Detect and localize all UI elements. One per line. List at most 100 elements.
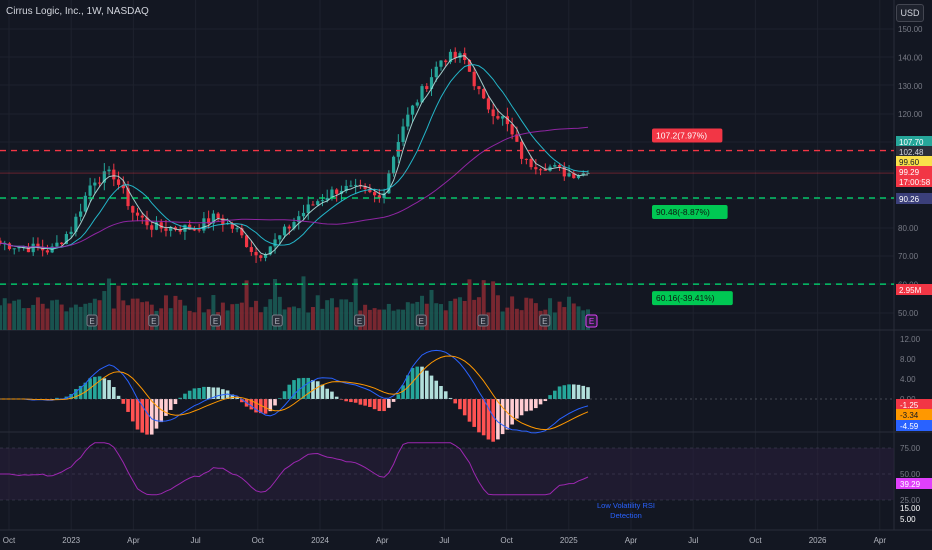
candle-body[interactable] bbox=[207, 218, 211, 224]
candle-body[interactable] bbox=[501, 116, 505, 119]
candle-body[interactable] bbox=[581, 173, 585, 176]
candle-body[interactable] bbox=[93, 182, 97, 186]
candle-body[interactable] bbox=[121, 184, 125, 189]
candle-body[interactable] bbox=[344, 185, 348, 191]
candle-body[interactable] bbox=[140, 215, 144, 218]
earnings-marker-upcoming[interactable]: E bbox=[585, 314, 598, 328]
price-label[interactable]: 2.95M bbox=[896, 284, 932, 295]
earnings-marker[interactable]: E bbox=[477, 314, 489, 327]
candle-body[interactable] bbox=[330, 189, 334, 198]
candle-body[interactable] bbox=[486, 98, 491, 110]
candle-body[interactable] bbox=[64, 234, 68, 245]
candle-body[interactable] bbox=[415, 102, 419, 106]
candle-body[interactable] bbox=[235, 228, 239, 230]
earnings-box[interactable] bbox=[148, 314, 160, 327]
price-label[interactable]: 107.70 bbox=[896, 136, 932, 147]
candle-body[interactable] bbox=[74, 216, 78, 232]
candle-body[interactable] bbox=[557, 165, 562, 167]
candle-body[interactable] bbox=[572, 173, 576, 179]
level-tag-box[interactable] bbox=[652, 128, 723, 143]
candle-body[interactable] bbox=[230, 223, 234, 229]
candle-body[interactable] bbox=[458, 53, 462, 58]
candle-body[interactable] bbox=[420, 86, 424, 103]
candle-body[interactable] bbox=[472, 71, 476, 87]
candle-body[interactable] bbox=[259, 255, 263, 258]
earnings-marker[interactable]: E bbox=[271, 314, 283, 327]
price-label[interactable]: 99.60 bbox=[896, 156, 932, 167]
candle-body[interactable] bbox=[268, 246, 272, 255]
candle-body[interactable] bbox=[477, 86, 481, 90]
candle-body[interactable] bbox=[263, 254, 268, 258]
price-label[interactable]: 17:00:58 bbox=[896, 176, 932, 187]
candle-body[interactable] bbox=[107, 169, 111, 172]
candle-body[interactable] bbox=[102, 171, 106, 183]
candle-body[interactable] bbox=[7, 243, 12, 250]
candle-body[interactable] bbox=[410, 105, 415, 115]
candle-body[interactable] bbox=[69, 231, 73, 235]
candle-body[interactable] bbox=[273, 239, 277, 247]
level-tag[interactable]: 90.48(-8.87%) bbox=[652, 205, 728, 220]
macd-label[interactable]: -1.25 bbox=[896, 399, 932, 410]
earnings-box[interactable] bbox=[271, 314, 283, 327]
earnings-marker[interactable]: E bbox=[148, 314, 160, 327]
macd-label[interactable]: -4.59 bbox=[896, 420, 932, 431]
candle-body[interactable] bbox=[391, 156, 396, 174]
candle-body[interactable] bbox=[254, 251, 258, 256]
candle-body[interactable] bbox=[173, 227, 178, 230]
level-tag-box[interactable] bbox=[652, 291, 733, 306]
candle-body[interactable] bbox=[439, 60, 443, 67]
candle-body[interactable] bbox=[396, 142, 400, 157]
candle-body[interactable] bbox=[586, 173, 590, 175]
currency-button[interactable]: USD bbox=[896, 4, 924, 22]
candle-body[interactable] bbox=[496, 116, 500, 119]
candle-body[interactable] bbox=[401, 126, 405, 143]
candle-body[interactable] bbox=[349, 185, 353, 187]
candle-body[interactable] bbox=[287, 226, 291, 229]
candle-body[interactable] bbox=[112, 169, 116, 180]
candle-body[interactable] bbox=[335, 189, 339, 194]
candle-body[interactable] bbox=[22, 246, 26, 248]
candle-body[interactable] bbox=[55, 242, 59, 247]
candle-body[interactable] bbox=[529, 158, 533, 168]
candle-body[interactable] bbox=[249, 247, 253, 252]
candle-body[interactable] bbox=[534, 167, 538, 170]
candle-body[interactable] bbox=[60, 242, 64, 245]
candle-body[interactable] bbox=[444, 60, 448, 63]
candle-body[interactable] bbox=[306, 204, 310, 213]
candle-body[interactable] bbox=[97, 182, 102, 184]
candle-body[interactable] bbox=[339, 190, 344, 194]
candle-body[interactable] bbox=[354, 184, 358, 186]
candle-body[interactable] bbox=[297, 216, 301, 223]
candle-body[interactable] bbox=[543, 169, 547, 171]
candle-body[interactable] bbox=[188, 224, 192, 230]
earnings-box[interactable] bbox=[585, 314, 598, 328]
candle-body[interactable] bbox=[26, 246, 31, 253]
candle-body[interactable] bbox=[301, 212, 306, 217]
candle-body[interactable] bbox=[491, 109, 495, 117]
candle-body[interactable] bbox=[36, 243, 40, 248]
rsi-value-label[interactable]: 39.29 bbox=[896, 478, 932, 489]
candle-body[interactable] bbox=[363, 186, 367, 189]
earnings-marker[interactable]: E bbox=[354, 314, 366, 327]
candle-body[interactable] bbox=[197, 229, 201, 231]
candle-body[interactable] bbox=[387, 173, 391, 194]
candle-body[interactable] bbox=[282, 226, 287, 236]
candle-body[interactable] bbox=[31, 243, 35, 253]
macd-pane[interactable] bbox=[0, 349, 894, 442]
candle-body[interactable] bbox=[202, 218, 206, 231]
candle-body[interactable] bbox=[406, 114, 410, 127]
candle-body[interactable] bbox=[278, 235, 282, 240]
candle-body[interactable] bbox=[79, 211, 83, 217]
level-tag-box[interactable] bbox=[652, 205, 728, 220]
candle-body[interactable] bbox=[505, 116, 509, 125]
candle-body[interactable] bbox=[159, 222, 163, 229]
earnings-box[interactable] bbox=[539, 314, 551, 327]
candle-body[interactable] bbox=[467, 59, 472, 72]
candle-body[interactable] bbox=[292, 222, 296, 229]
candle-body[interactable] bbox=[135, 212, 140, 216]
candle-body[interactable] bbox=[311, 204, 315, 206]
candle-body[interactable] bbox=[150, 225, 154, 230]
candle-body[interactable] bbox=[192, 229, 197, 231]
